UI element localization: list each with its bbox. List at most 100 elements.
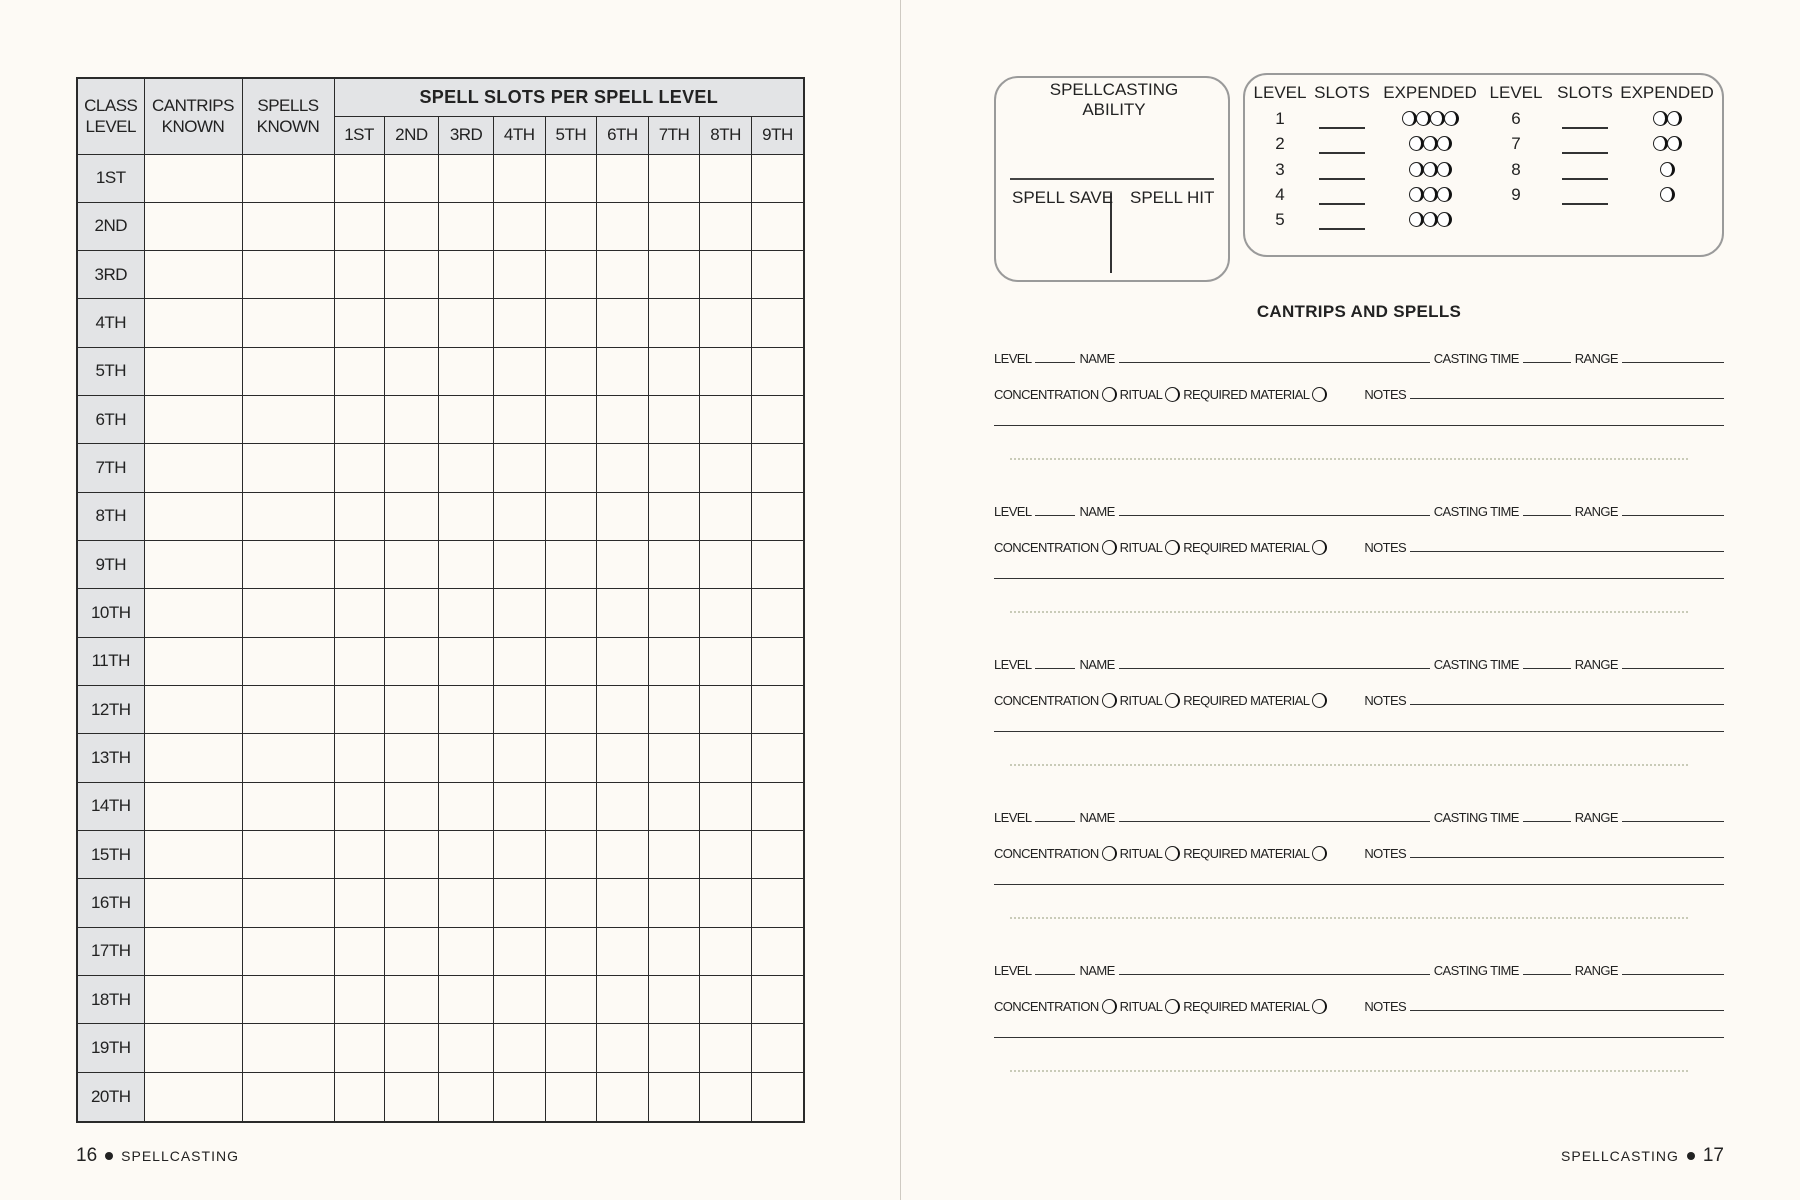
notes-line[interactable] <box>994 578 1724 579</box>
required-material-checkbox[interactable] <box>1312 846 1328 861</box>
slot-cell[interactable] <box>383 878 440 928</box>
slot-cell[interactable] <box>750 443 805 493</box>
slot-cell[interactable] <box>647 588 701 638</box>
slot-cell[interactable] <box>750 830 805 880</box>
slot-cell[interactable] <box>647 153 701 203</box>
slots-blank[interactable] <box>1319 127 1365 129</box>
slot-cell[interactable] <box>699 733 752 783</box>
slot-cell[interactable] <box>333 443 385 493</box>
level-field[interactable] <box>1035 973 1076 975</box>
slot-cell[interactable] <box>750 733 805 783</box>
slot-cell[interactable] <box>544 926 598 977</box>
slot-cell[interactable] <box>596 975 649 1025</box>
slot-cell[interactable] <box>492 975 546 1025</box>
slot-cell[interactable] <box>647 975 701 1025</box>
slot-cell[interactable] <box>492 491 546 542</box>
notes-line[interactable] <box>994 884 1724 885</box>
slot-cell[interactable] <box>699 926 752 977</box>
slot-cell[interactable] <box>383 588 440 638</box>
expended-checkbox[interactable] <box>1409 162 1424 177</box>
expended-checkbox[interactable] <box>1437 136 1452 151</box>
spells-known-cell[interactable] <box>241 298 335 348</box>
slot-cell[interactable] <box>647 926 701 977</box>
cantrips-cell[interactable] <box>143 1071 243 1123</box>
slot-cell[interactable] <box>544 153 598 203</box>
slot-cell[interactable] <box>492 153 546 203</box>
slot-cell[interactable] <box>647 540 701 590</box>
slot-cell[interactable] <box>596 250 649 300</box>
expended-checkbox[interactable] <box>1430 111 1445 126</box>
slot-cell[interactable] <box>438 153 494 203</box>
slot-cell[interactable] <box>438 878 494 928</box>
slot-cell[interactable] <box>333 346 385 397</box>
casting-time-field[interactable] <box>1522 667 1571 669</box>
slot-cell[interactable] <box>383 685 440 735</box>
slot-cell[interactable] <box>596 926 649 977</box>
slot-cell[interactable] <box>383 346 440 397</box>
slot-cell[interactable] <box>438 588 494 638</box>
slot-cell[interactable] <box>492 250 546 300</box>
slot-cell[interactable] <box>647 250 701 300</box>
slot-cell[interactable] <box>647 733 701 783</box>
slot-cell[interactable] <box>333 781 385 832</box>
expended-checkbox[interactable] <box>1423 212 1438 227</box>
slot-cell[interactable] <box>492 346 546 397</box>
slot-cell[interactable] <box>750 588 805 638</box>
spells-known-cell[interactable] <box>241 685 335 735</box>
slot-cell[interactable] <box>699 781 752 832</box>
slot-cell[interactable] <box>596 153 649 203</box>
slot-cell[interactable] <box>492 1071 546 1123</box>
notes-field[interactable] <box>1410 550 1724 552</box>
spells-known-cell[interactable] <box>241 443 335 493</box>
name-field[interactable] <box>1118 667 1430 669</box>
cantrips-cell[interactable] <box>143 781 243 832</box>
notes-line[interactable] <box>994 731 1724 732</box>
slot-cell[interactable] <box>544 201 598 252</box>
slot-cell[interactable] <box>750 298 805 348</box>
ritual-checkbox[interactable] <box>1165 540 1181 555</box>
slot-cell[interactable] <box>647 395 701 445</box>
slot-cell[interactable] <box>544 733 598 783</box>
slot-cell[interactable] <box>699 588 752 638</box>
slot-cell[interactable] <box>699 685 752 735</box>
cantrips-cell[interactable] <box>143 685 243 735</box>
slot-cell[interactable] <box>699 250 752 300</box>
expended-checkbox[interactable] <box>1409 136 1424 151</box>
slots-blank[interactable] <box>1319 178 1365 180</box>
slot-cell[interactable] <box>544 346 598 397</box>
cantrips-cell[interactable] <box>143 346 243 397</box>
slot-cell[interactable] <box>544 540 598 590</box>
casting-time-field[interactable] <box>1522 820 1571 822</box>
slot-cell[interactable] <box>750 636 805 687</box>
slot-cell[interactable] <box>596 298 649 348</box>
slot-cell[interactable] <box>492 443 546 493</box>
slots-blank[interactable] <box>1562 203 1608 205</box>
slot-cell[interactable] <box>492 201 546 252</box>
cantrips-cell[interactable] <box>143 636 243 687</box>
spells-known-cell[interactable] <box>241 346 335 397</box>
spells-known-cell[interactable] <box>241 781 335 832</box>
slot-cell[interactable] <box>699 636 752 687</box>
required-material-checkbox[interactable] <box>1312 999 1328 1014</box>
slot-cell[interactable] <box>699 443 752 493</box>
slot-cell[interactable] <box>383 781 440 832</box>
slot-cell[interactable] <box>383 636 440 687</box>
slots-blank[interactable] <box>1319 203 1365 205</box>
slot-cell[interactable] <box>596 685 649 735</box>
slot-cell[interactable] <box>438 781 494 832</box>
expended-checkbox[interactable] <box>1409 212 1424 227</box>
slot-cell[interactable] <box>544 878 598 928</box>
slot-cell[interactable] <box>596 395 649 445</box>
slot-cell[interactable] <box>333 830 385 880</box>
slot-cell[interactable] <box>492 588 546 638</box>
cantrips-cell[interactable] <box>143 1023 243 1073</box>
slot-cell[interactable] <box>438 540 494 590</box>
slot-cell[interactable] <box>492 926 546 977</box>
slot-cell[interactable] <box>699 298 752 348</box>
slot-cell[interactable] <box>333 1023 385 1073</box>
slots-blank[interactable] <box>1562 127 1608 129</box>
slot-cell[interactable] <box>333 298 385 348</box>
slot-cell[interactable] <box>596 540 649 590</box>
slot-cell[interactable] <box>383 201 440 252</box>
expended-checkbox[interactable] <box>1667 111 1682 126</box>
